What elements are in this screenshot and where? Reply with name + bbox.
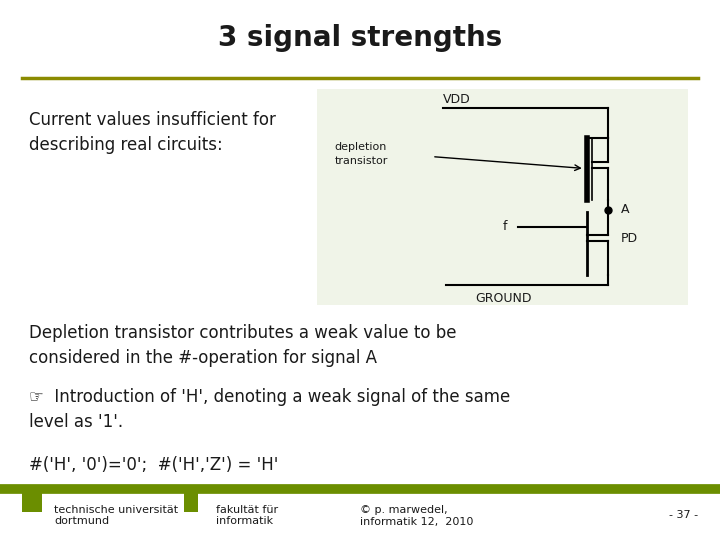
Text: 3 signal strengths: 3 signal strengths [218, 24, 502, 52]
Bar [317, 89, 688, 305]
Text: PD: PD [621, 232, 638, 245]
Text: - 37 -: - 37 - [670, 510, 698, 521]
Text: © p. marwedel,
informatik 12,  2010: © p. marwedel, informatik 12, 2010 [360, 505, 473, 526]
Text: technische universität
dortmund: technische universität dortmund [54, 505, 178, 526]
Text: GROUND: GROUND [476, 292, 532, 305]
Text: VDD: VDD [443, 93, 471, 106]
Text: A: A [621, 203, 629, 216]
Text: f: f [503, 220, 508, 233]
Bar [184, 491, 198, 512]
Bar [22, 491, 42, 512]
Text: Current values insufficient for
describing real circuits:: Current values insufficient for describi… [29, 111, 276, 154]
Text: #('H', '0')='0';  #('H','Z') = 'H': #('H', '0')='0'; #('H','Z') = 'H' [29, 456, 278, 474]
Text: fakultät für
informatik: fakultät für informatik [216, 505, 278, 526]
Text: ☞  Introduction of 'H', denoting a weak signal of the same
level as '1'.: ☞ Introduction of 'H', denoting a weak s… [29, 388, 510, 431]
Text: Depletion transistor contributes a weak value to be
considered in the #-operatio: Depletion transistor contributes a weak … [29, 324, 456, 367]
Text: depletion
transistor: depletion transistor [335, 143, 388, 165]
